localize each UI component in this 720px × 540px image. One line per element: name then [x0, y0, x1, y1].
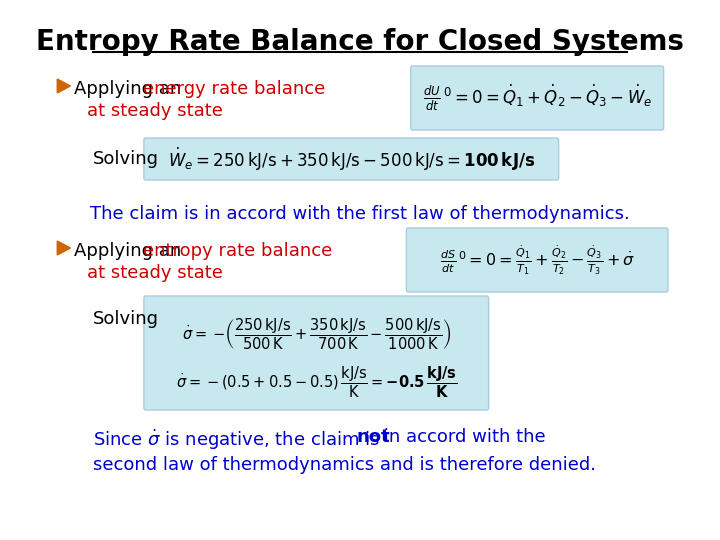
FancyBboxPatch shape: [410, 66, 664, 130]
Text: Entropy Rate Balance for Closed Systems: Entropy Rate Balance for Closed Systems: [36, 28, 684, 56]
Text: $\frac{dS}{dt}^{\,0}=0=\frac{\dot{Q}_1}{T_1}+\frac{\dot{Q}_2}{T_2}-\frac{\dot{Q}: $\frac{dS}{dt}^{\,0}=0=\frac{\dot{Q}_1}{…: [439, 244, 635, 276]
Text: second law of thermodynamics and is therefore denied.: second law of thermodynamics and is ther…: [93, 456, 596, 474]
Text: at steady state: at steady state: [87, 102, 223, 120]
Text: Applying an: Applying an: [74, 80, 187, 98]
Text: entropy rate balance: entropy rate balance: [143, 242, 332, 260]
Text: Since $\dot{\sigma}$ is negative, the claim is: Since $\dot{\sigma}$ is negative, the cl…: [93, 428, 381, 453]
FancyBboxPatch shape: [406, 228, 668, 292]
Text: The claim is in accord with the first law of thermodynamics.: The claim is in accord with the first la…: [90, 205, 630, 223]
Text: $\dot{\sigma} = -(0.5+0.5-0.5)\,\dfrac{\mathrm{kJ/s}}{\mathrm{K}} = \mathbf{-0.5: $\dot{\sigma} = -(0.5+0.5-0.5)\,\dfrac{\…: [176, 364, 457, 400]
FancyBboxPatch shape: [144, 138, 559, 180]
Text: Solving: Solving: [93, 150, 159, 168]
Polygon shape: [58, 79, 71, 93]
Polygon shape: [58, 241, 71, 255]
Text: $\dot{\sigma} = -\!\left(\dfrac{250\,\mathrm{kJ/s}}{500\,\mathrm{K}}+\dfrac{350\: $\dot{\sigma} = -\!\left(\dfrac{250\,\ma…: [181, 316, 451, 352]
Text: energy rate balance: energy rate balance: [143, 80, 325, 98]
Text: $\frac{dU}{dt}^{\,0}=0=\dot{Q}_1+\dot{Q}_2-\dot{Q}_3-\dot{W}_e$: $\frac{dU}{dt}^{\,0}=0=\dot{Q}_1+\dot{Q}…: [423, 83, 652, 113]
Text: $\dot{W}_e = 250\,\mathrm{kJ/s}+350\,\mathrm{kJ/s}-500\,\mathrm{kJ/s}=\mathbf{10: $\dot{W}_e = 250\,\mathrm{kJ/s}+350\,\ma…: [168, 145, 535, 173]
Text: at steady state: at steady state: [87, 264, 223, 282]
Text: Solving: Solving: [93, 310, 159, 328]
Text: in accord with the: in accord with the: [377, 428, 545, 446]
FancyBboxPatch shape: [144, 296, 489, 410]
Text: not: not: [356, 428, 390, 446]
Text: Applying an: Applying an: [74, 242, 187, 260]
